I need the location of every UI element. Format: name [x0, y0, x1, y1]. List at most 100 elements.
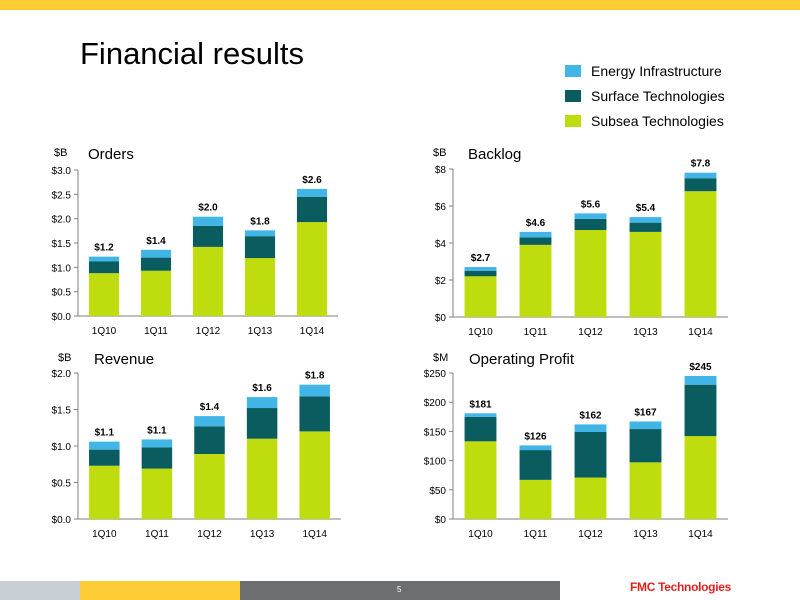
- data-label: $1.1: [147, 425, 167, 436]
- footer-bar-yellow: [80, 581, 240, 600]
- bar-subsea-technologies: [684, 436, 717, 519]
- bar-subsea-technologies: [296, 222, 328, 316]
- unit-label: $M: [433, 352, 448, 364]
- bar-surface-technologies: [629, 222, 662, 232]
- bar-subsea-technologies: [246, 438, 278, 519]
- data-label: $1.1: [95, 428, 115, 439]
- footer-bar-gray: [240, 581, 560, 600]
- bar-energy-infrastructure: [296, 188, 328, 197]
- x-tick-label: 1Q10: [92, 529, 117, 540]
- bar-surface-technologies: [246, 408, 278, 439]
- x-tick-label: 1Q13: [250, 529, 275, 540]
- bar-surface-technologies: [684, 384, 717, 437]
- unit-label: $B: [433, 147, 446, 159]
- bar-surface-technologies: [574, 218, 607, 231]
- bar-subsea-technologies: [464, 441, 497, 519]
- chart-title: Revenue: [94, 351, 154, 368]
- bar-subsea-technologies: [519, 244, 552, 317]
- bar-subsea-technologies: [88, 273, 120, 316]
- x-tick-label: 1Q10: [92, 326, 117, 337]
- x-tick-label: 1Q12: [578, 529, 603, 540]
- x-tick-label: 1Q14: [300, 326, 325, 337]
- x-tick-label: 1Q14: [688, 327, 713, 338]
- y-tick-label: $0.5: [52, 479, 72, 490]
- chart-title: Backlog: [468, 146, 521, 163]
- unit-label: $B: [54, 147, 67, 159]
- y-tick-label: $0.5: [52, 288, 72, 299]
- bar-surface-technologies: [299, 396, 330, 432]
- y-tick-label: $8: [435, 165, 447, 176]
- x-tick-label: 1Q12: [197, 529, 222, 540]
- data-label: $181: [469, 399, 492, 410]
- legend-item-energy-infrastructure: Energy Infrastructure: [565, 58, 725, 83]
- legend-label: Surface Technologies: [591, 87, 725, 104]
- data-label: $1.2: [94, 243, 114, 254]
- data-label: $2.6: [302, 175, 322, 186]
- bar-surface-technologies: [244, 236, 276, 259]
- legend-swatch: [565, 89, 581, 102]
- bar-energy-infrastructure: [194, 416, 225, 427]
- y-tick-label: $0.0: [52, 515, 72, 526]
- bar-surface-technologies: [464, 416, 497, 442]
- y-tick-label: $4: [435, 239, 447, 250]
- data-label: $167: [634, 407, 657, 418]
- y-tick-label: $1.5: [52, 406, 72, 417]
- data-label: $5.6: [581, 199, 601, 210]
- y-tick-label: $0: [435, 515, 447, 526]
- company-logo: FMC Technologies: [630, 580, 731, 594]
- bar-energy-infrastructure: [299, 384, 330, 397]
- bar-subsea-technologies: [684, 191, 717, 317]
- revenue-chart: $B Revenue $0.0 $0.5 $1.0 $1.5 $2.0 $1.1 1Q10 $1.…: [52, 351, 341, 540]
- bar-energy-infrastructure: [684, 375, 717, 385]
- y-tick-label: $1.0: [52, 442, 72, 453]
- legend-swatch: [565, 114, 581, 127]
- bar-subsea-technologies: [574, 230, 607, 317]
- bar-surface-technologies: [192, 225, 224, 247]
- bar-energy-infrastructure: [574, 424, 607, 432]
- bar-energy-infrastructure: [140, 249, 172, 258]
- x-tick-label: 1Q11: [524, 529, 548, 540]
- data-label: $7.8: [691, 159, 711, 170]
- data-label: $4.6: [526, 218, 546, 229]
- backlog-chart: $B Backlog $0 $2 $4 $6 $8 $2.7 1Q10 $4.6 1Q11 $5.6 1…: [433, 146, 728, 338]
- bar-energy-infrastructure: [464, 413, 497, 417]
- bar-subsea-technologies: [89, 465, 120, 519]
- legend: Energy Infrastructure Surface Technologi…: [565, 58, 725, 133]
- bar-energy-infrastructure: [89, 441, 120, 450]
- y-tick-label: $2.0: [52, 215, 72, 226]
- x-tick-label: 1Q11: [145, 529, 169, 540]
- chart-title: Orders: [88, 146, 134, 163]
- bar-surface-technologies: [88, 261, 120, 274]
- unit-label: $B: [58, 352, 71, 364]
- bar-surface-technologies: [574, 431, 607, 478]
- y-tick-label: $0.0: [52, 312, 72, 323]
- bar-surface-technologies: [464, 270, 497, 277]
- orders-chart: $B Orders $0.0 $0.5 $1.0 $1.5 $2.0 $2.5 $3.0 $1.2…: [52, 146, 338, 337]
- bar-energy-infrastructure: [244, 230, 276, 237]
- y-tick-label: $100: [424, 457, 447, 468]
- x-tick-label: 1Q14: [302, 529, 327, 540]
- legend-item-surface-technologies: Surface Technologies: [565, 83, 725, 108]
- data-label: $245: [689, 362, 712, 373]
- bar-subsea-technologies: [192, 246, 224, 316]
- bar-energy-infrastructure: [464, 267, 497, 271]
- bar-surface-technologies: [519, 237, 552, 245]
- data-label: $162: [579, 410, 602, 421]
- bar-subsea-technologies: [140, 270, 172, 316]
- bar-subsea-technologies: [194, 454, 225, 519]
- bar-subsea-technologies: [574, 477, 607, 519]
- y-tick-label: $2.5: [52, 190, 72, 201]
- data-label: $2.0: [198, 203, 218, 214]
- footer-bar-light: [0, 581, 80, 600]
- x-tick-label: 1Q10: [468, 529, 493, 540]
- y-tick-label: $3.0: [52, 166, 72, 177]
- y-tick-label: $150: [424, 427, 447, 438]
- y-tick-label: $200: [424, 398, 447, 409]
- x-tick-label: 1Q12: [196, 326, 221, 337]
- logo-text: FMC Technologies: [630, 580, 731, 594]
- x-tick-label: 1Q11: [524, 327, 548, 338]
- bar-energy-infrastructure: [629, 217, 662, 223]
- y-tick-label: $1.5: [52, 239, 72, 250]
- bar-surface-technologies: [519, 450, 552, 480]
- bar-energy-infrastructure: [246, 397, 278, 409]
